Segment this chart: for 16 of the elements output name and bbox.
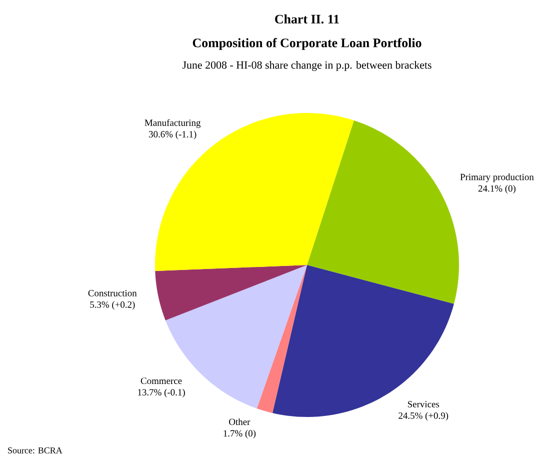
- data-label: 30.6% (-1.1): [149, 130, 196, 140]
- data-label: 5.3% (+0.2): [90, 301, 135, 310]
- slice-label: Primary production: [460, 174, 534, 182]
- chart-title: Chart II. 11: [275, 14, 339, 24]
- slice-label: Other: [229, 418, 250, 426]
- text: June 2008 - HI-08 share change in p.p. between brackets: [182, 61, 432, 71]
- chart-subtitle: Composition of Corporate Loan Portfolio: [192, 38, 422, 50]
- slice-label: Commerce: [140, 378, 182, 384]
- slice-label: Services: [408, 401, 440, 408]
- data-label: 1.7% (0): [224, 430, 256, 438]
- data-label: 24.1% (0): [478, 185, 516, 194]
- source-note: Source: BCRA: [8, 447, 62, 454]
- slice-label: Construction: [88, 290, 137, 296]
- data-label: 24.5% (+0.9): [398, 412, 448, 421]
- slice-label: Manufacturing: [144, 119, 201, 128]
- data-label: 13.7% (-0.1): [138, 388, 185, 398]
